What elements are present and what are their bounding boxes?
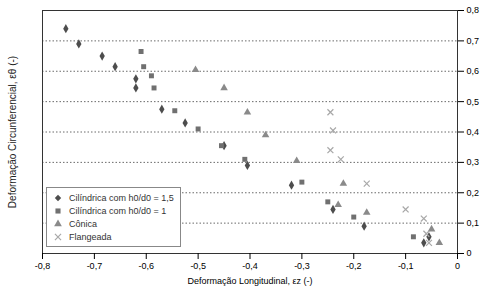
svg-text:-0,5: -0,5 bbox=[190, 261, 206, 271]
html-text:Cilíndrica com h0/d0 = 1: Cilíndrica com h0/d0 = 1 bbox=[69, 205, 167, 216]
svg-text:-0,8: -0,8 bbox=[35, 261, 51, 271]
svg-text:0: 0 bbox=[455, 261, 460, 271]
svg-text:0,6: 0,6 bbox=[467, 66, 480, 76]
svg-text:Deformação Circunferencial, εθ: Deformação Circunferencial, εθ (-) bbox=[7, 56, 18, 208]
svg-text:0: 0 bbox=[467, 248, 472, 258]
svg-text:-0,6: -0,6 bbox=[138, 261, 154, 271]
html-text:Cônica: Cônica bbox=[69, 218, 97, 229]
svg-text:-0,2: -0,2 bbox=[346, 261, 362, 271]
svg-text:0,1: 0,1 bbox=[467, 218, 480, 228]
svg-text:-0,4: -0,4 bbox=[242, 261, 258, 271]
svg-text:0,4: 0,4 bbox=[467, 127, 480, 137]
svg-text:0,8: 0,8 bbox=[467, 5, 480, 15]
svg-text:-0,7: -0,7 bbox=[87, 261, 103, 271]
svg-text:-0,1: -0,1 bbox=[398, 261, 414, 271]
svg-text:0,2: 0,2 bbox=[467, 188, 480, 198]
svg-text:0,5: 0,5 bbox=[467, 97, 480, 107]
svg-text:0,7: 0,7 bbox=[467, 36, 480, 46]
svg-text:-0,3: -0,3 bbox=[294, 261, 310, 271]
svg-text:0,3: 0,3 bbox=[467, 157, 480, 167]
svg-text:Deformação Longitudinal, εz (-: Deformação Longitudinal, εz (-) bbox=[187, 276, 312, 286]
html-text:Flangeada: Flangeada bbox=[69, 231, 112, 242]
html-text:Cilíndrica com h0/d0 = 1,5: Cilíndrica com h0/d0 = 1,5 bbox=[69, 192, 174, 203]
